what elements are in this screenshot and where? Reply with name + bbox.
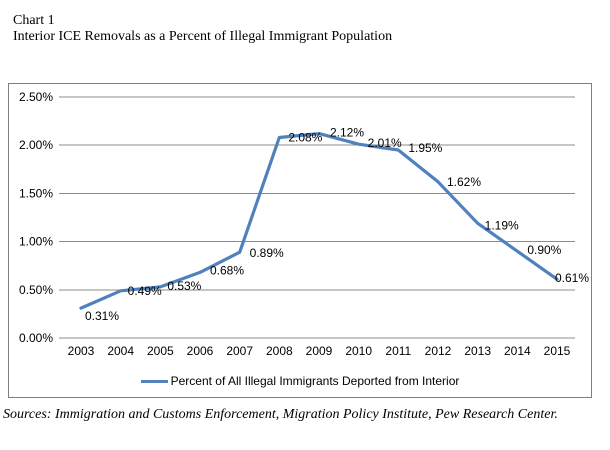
chart-container: 0.00% 0.50% 1.00% 1.50% 2.00% 2.50% 2003 2004 2… bbox=[8, 83, 592, 398]
data-label: 2.12% bbox=[330, 126, 364, 140]
data-label: 0.49% bbox=[128, 284, 162, 298]
data-label: 0.68% bbox=[210, 263, 244, 277]
x-tick-label: 2013 bbox=[464, 344, 491, 358]
legend-line-swatch bbox=[140, 379, 168, 383]
x-tick-label: 2004 bbox=[107, 344, 134, 358]
y-tick-label: 2.50% bbox=[19, 90, 53, 104]
line-chart-canvas: 0.00%0.50%1.00%1.50%2.00%2.50% 2003 2004 2… bbox=[19, 90, 589, 358]
x-tick-label: 2009 bbox=[306, 344, 333, 358]
x-tick-label: 2007 bbox=[226, 344, 253, 358]
legend-label: Percent of All Illegal Immigrants Deport… bbox=[170, 374, 460, 388]
y-tick-label: 0.50% bbox=[19, 283, 53, 297]
x-tick-label: 2012 bbox=[425, 344, 452, 358]
data-label: 2.08% bbox=[288, 130, 322, 144]
data-label: 0.90% bbox=[527, 243, 561, 257]
x-tick-label: 2015 bbox=[544, 344, 571, 358]
x-tick-label: 2014 bbox=[504, 344, 531, 358]
data-label: 1.62% bbox=[447, 175, 481, 189]
y-axis-tick-labels: 0.00% 0.50% 1.00% 1.50% 2.00% 2.50% bbox=[19, 90, 53, 345]
legend: Percent of All Illegal Immigrants Deport… bbox=[9, 374, 591, 388]
y-tick-label: 2.00% bbox=[19, 138, 53, 152]
chart-header: Chart 1 Interior ICE Removals as a Perce… bbox=[13, 13, 392, 45]
data-label: 2.01% bbox=[368, 136, 402, 150]
y-tick-label: 1.50% bbox=[19, 186, 53, 200]
data-label: 0.89% bbox=[250, 246, 284, 260]
chart-label: Chart 1 bbox=[13, 13, 55, 28]
data-label: 0.53% bbox=[167, 279, 201, 293]
y-tick-label: 1.00% bbox=[19, 235, 53, 249]
x-tick-label: 2008 bbox=[266, 344, 293, 358]
chart-title: Interior ICE Removals as a Percent of Il… bbox=[13, 29, 393, 44]
y-tick-label: 0.00% bbox=[19, 331, 53, 345]
x-tick-label: 2005 bbox=[147, 344, 174, 358]
data-label: 0.31% bbox=[85, 309, 119, 323]
data-label: 0.61% bbox=[555, 271, 589, 285]
series-line bbox=[79, 132, 559, 310]
data-label: 1.19% bbox=[485, 218, 519, 232]
x-tick-label: 2003 bbox=[68, 344, 95, 358]
x-tick-label: 2011 bbox=[385, 344, 411, 358]
x-axis-tick-labels: 2003 2004 2005 2006 2007 2008 2009 2010 2011 2012… bbox=[68, 344, 571, 358]
x-tick-label: 2006 bbox=[187, 344, 214, 358]
data-labels: 0.31% 0.49% 0.53% 0.68% 0.89% 2.08% 2.12% 2.01%… bbox=[85, 126, 589, 323]
x-tick-label: 2010 bbox=[345, 344, 372, 358]
sources-note: Sources: Immigration and Customs Enforce… bbox=[3, 407, 558, 422]
data-label: 1.95% bbox=[408, 141, 442, 155]
